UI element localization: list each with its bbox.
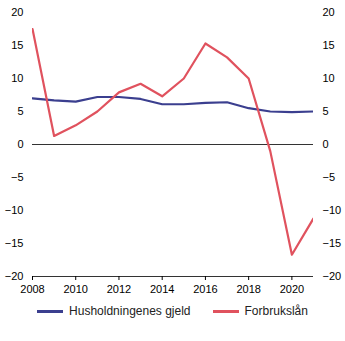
html-text:Husholdningenes gjeld: Husholdningenes gjeld [69,304,191,318]
html-text:Forbrukslån: Forbrukslån [244,304,308,318]
svg-text:−15: −15 [5,237,24,249]
svg-text:5: 5 [323,105,329,117]
svg-text:−15: −15 [323,237,342,249]
svg-text:2010: 2010 [63,283,87,295]
svg-text:2012: 2012 [107,283,131,295]
svg-text:10: 10 [11,72,23,84]
svg-text:2014: 2014 [150,283,174,295]
svg-text:−5: −5 [11,171,24,183]
svg-text:0: 0 [17,138,23,150]
svg-text:20: 20 [323,6,335,18]
svg-text:0: 0 [323,138,329,150]
svg-text:−5: −5 [323,171,336,183]
svg-text:5: 5 [17,105,23,117]
svg-text:15: 15 [323,39,335,51]
svg-text:20: 20 [11,6,23,18]
svg-text:2008: 2008 [20,283,44,295]
svg-text:2016: 2016 [193,283,217,295]
svg-text:15: 15 [11,39,23,51]
svg-text:−20: −20 [323,270,342,282]
svg-text:−10: −10 [323,204,342,216]
svg-text:−10: −10 [5,204,24,216]
svg-text:2020: 2020 [280,283,304,295]
svg-text:2018: 2018 [236,283,260,295]
svg-text:−20: −20 [5,270,24,282]
svg-text:10: 10 [323,72,335,84]
